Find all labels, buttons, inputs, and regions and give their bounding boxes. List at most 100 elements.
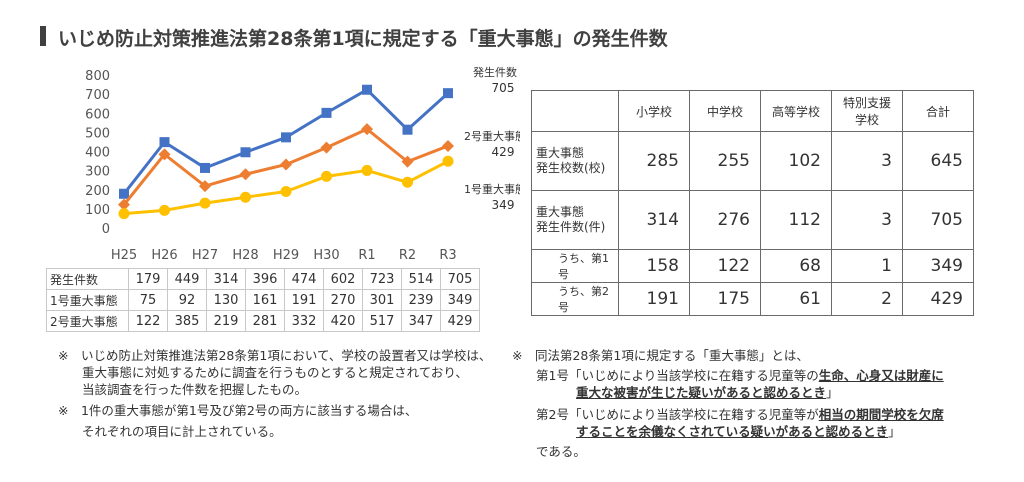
data-table-row-type1: 1号重大事態 75 92 130 161 191 270 301 239 349	[46, 289, 480, 311]
stats-table-cell: 191	[618, 282, 690, 316]
data-point	[240, 147, 251, 158]
data-point	[361, 164, 373, 176]
data-table-cell: 161	[245, 289, 285, 311]
definition-type1-highlight-1: 生命、心身又は財産に	[818, 368, 944, 383]
definition-type1-cont: 重大な被害が生じた疑いがあると認めるとき」	[512, 384, 982, 401]
data-point	[281, 132, 291, 143]
data-point	[402, 176, 413, 188]
definition-type2-highlight-1: 相当の期間学校を欠席	[818, 407, 944, 422]
page-title: いじめ防止対策推進法第28条第1項に規定する「重大事態」の発生件数	[58, 28, 668, 50]
data-point	[200, 162, 210, 173]
end-label-name: 2号重大事態	[464, 129, 520, 143]
definition-type2-suffix: 」	[888, 424, 901, 439]
data-table-cell: 449	[167, 268, 207, 290]
end-label-name: 発生件数	[473, 65, 517, 79]
data-point	[442, 155, 454, 167]
note-1-line-1: ※ いじめ防止対策推進法第28条第1項において、学校の設置者又は学校は、	[58, 348, 492, 363]
data-table-cell: 191	[284, 289, 324, 311]
data-point	[443, 88, 453, 99]
y-tick-label: 600	[85, 107, 110, 122]
data-table-row-label: 発生件数	[46, 268, 129, 290]
data-point	[321, 107, 332, 118]
data-point	[280, 185, 292, 197]
stats-table-corner	[531, 90, 619, 132]
data-table-cell: 75	[128, 289, 168, 311]
end-label-value: 429	[492, 145, 515, 159]
stats-table-cell: 122	[689, 249, 761, 283]
data-point	[118, 198, 130, 211]
note-2-line-1: ※ 1件の重大事態が第1号及び第2号の両方に該当する場合は、	[58, 403, 418, 418]
data-point	[320, 141, 333, 154]
note-1-line-3: 当該調査を行った件数を把握したもの。	[82, 382, 308, 397]
stats-table-row-schools: 重大事態 発生校数(校) 285 255 102 3 645	[531, 131, 974, 191]
stats-table-cell: 61	[760, 282, 832, 316]
stats-table-row-cases: 重大事態 発生件数(件) 314 276 112 3 705	[531, 190, 974, 250]
stats-table-cell: 314	[618, 190, 690, 250]
stats-table-header: 小学校	[618, 90, 690, 132]
definition-type2-cont: することを余儀なくされている疑いがあると認めるとき」	[512, 423, 982, 440]
data-table-cell: 122	[128, 310, 168, 332]
stats-table-cell: 3	[831, 190, 903, 250]
stats-table-row-type2: うち、第2号 191 175 61 2 429	[531, 282, 974, 316]
definition-outro: である。	[536, 444, 586, 459]
definition-type1-suffix: 」	[826, 385, 839, 400]
data-table-cell: 179	[128, 268, 168, 290]
stats-table-row-label: うち、第2号	[531, 282, 619, 316]
data-point	[159, 137, 170, 148]
data-point	[402, 124, 413, 135]
definition-type2-highlight-2: することを余儀なくされている疑いがあると認めるとき	[576, 424, 889, 439]
data-point	[158, 148, 171, 161]
note-1-line-2: 重大事態に対処するために調査を行うものとすると規定されており、	[82, 365, 468, 380]
definition-type1-prefix: 第1号「いじめにより当該学校に在籍する児童等の	[536, 368, 819, 383]
definition-type2-prefix: 第2号「いじめにより当該学校に在籍する児童等が	[536, 407, 819, 422]
data-point	[401, 155, 414, 168]
stats-table-cell: 255	[689, 131, 761, 191]
data-table-cell: 723	[362, 268, 402, 290]
data-point	[199, 197, 211, 209]
data-table-cell: 602	[323, 268, 363, 290]
data-table-cell: 429	[440, 310, 480, 332]
data-point	[362, 84, 372, 95]
data-table-cell: 349	[440, 289, 480, 311]
data-table-cell: 92	[167, 289, 207, 311]
stats-table-cell: 3	[831, 131, 903, 191]
x-tick-label: H26	[151, 248, 177, 262]
stats-table-cell: 1	[831, 249, 903, 283]
title-bar-marker	[40, 26, 46, 46]
data-table-row-label: 1号重大事態	[46, 289, 129, 311]
stats-table-cell: 285	[618, 131, 690, 191]
x-tick-label: R3	[439, 248, 456, 262]
data-table-cell: 385	[167, 310, 207, 332]
stats-table-cell: 175	[689, 282, 761, 316]
stats-table-row-label: 重大事態 発生件数(件)	[531, 190, 619, 250]
data-point	[240, 191, 251, 203]
stats-table-row-label: 重大事態 発生校数(校)	[531, 131, 619, 191]
stats-table: 小学校 中学校 高等学校 特別支援 学校 合計 重大事態 発生校数(校) 285 255 102…	[531, 90, 974, 316]
stats-table-header-row: 小学校 中学校 高等学校 特別支援 学校 合計	[531, 90, 974, 132]
y-tick-label: 300	[85, 165, 110, 180]
x-tick-label: H29	[273, 248, 299, 262]
data-table-cell: 420	[323, 310, 363, 332]
stats-table-cell: 102	[760, 131, 832, 191]
data-point	[239, 168, 252, 181]
data-table-cell: 474	[284, 268, 324, 290]
data-table-cell: 239	[401, 289, 441, 311]
x-tick-label: H30	[313, 248, 339, 262]
y-tick-label: 100	[85, 203, 110, 218]
data-table-cell: 332	[284, 310, 324, 332]
notes-left: ※ いじめ防止対策推進法第28条第1項において、学校の設置者又は学校は、 重大事…	[58, 347, 518, 440]
stats-table-row-type1: うち、第1号 158 122 68 1 349	[531, 249, 974, 283]
chart-data-table: 発生件数 179 449 314 396 474 602 723 514 705 1号重大事態 75 9…	[46, 268, 480, 332]
stats-table-cell: 349	[902, 249, 974, 283]
definition-intro: ※ 同法第28条第1項に規定する「重大事態」とは、	[512, 348, 809, 363]
x-tick-label: H27	[192, 248, 218, 262]
note-2-line-2: それぞれの項目に計上されている。	[82, 424, 282, 439]
y-tick-label: 800	[85, 69, 110, 84]
stats-table-cell: 705	[902, 190, 974, 250]
y-tick-label: 0	[102, 222, 110, 237]
data-table-cell: 396	[245, 268, 285, 290]
data-table-cell: 130	[206, 289, 246, 311]
notes-right: ※ 同法第28条第1項に規定する「重大事態」とは、 第1号「いじめにより当該学校…	[512, 347, 982, 460]
data-table-cell: 705	[440, 268, 480, 290]
stats-table-header: 合計	[902, 90, 974, 132]
